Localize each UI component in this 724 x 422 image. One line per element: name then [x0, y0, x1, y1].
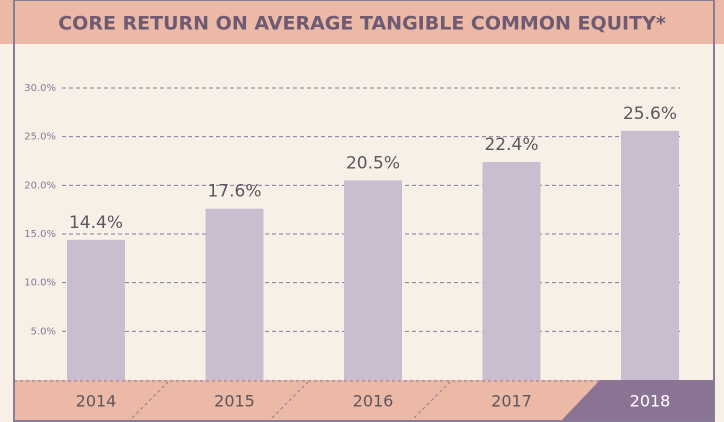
bar [67, 239, 125, 380]
y-tick-label: 10.0% [24, 278, 56, 289]
bar [205, 208, 264, 380]
bar [344, 180, 402, 380]
frame [13, 0, 715, 422]
y-tick-label: 5.0% [31, 326, 56, 337]
bar [621, 130, 679, 380]
highlight-band [560, 380, 714, 422]
y-tick-label: 15.0% [24, 229, 56, 240]
x-tick-label: 2017 [491, 392, 532, 411]
x-tick-label: 2014 [76, 392, 117, 411]
bar [482, 161, 541, 380]
chart-title: CORE RETURN ON AVERAGE TANGIBLE COMMON E… [58, 13, 666, 35]
x-tick-label: 2016 [353, 392, 394, 411]
y-tick-label: 20.0% [24, 180, 56, 191]
y-tick-label: 25.0% [24, 132, 56, 143]
value-label: 20.5% [346, 153, 400, 173]
x-tick-label: 2018 [630, 392, 671, 411]
x-tick-label: 2015 [214, 392, 255, 411]
title-band [0, 0, 724, 44]
y-tick-label: 30.0% [24, 83, 56, 94]
value-label: 22.4% [484, 135, 538, 155]
value-label: 25.6% [623, 104, 677, 124]
value-label: 17.6% [207, 182, 261, 202]
value-label: 14.4% [69, 213, 123, 233]
